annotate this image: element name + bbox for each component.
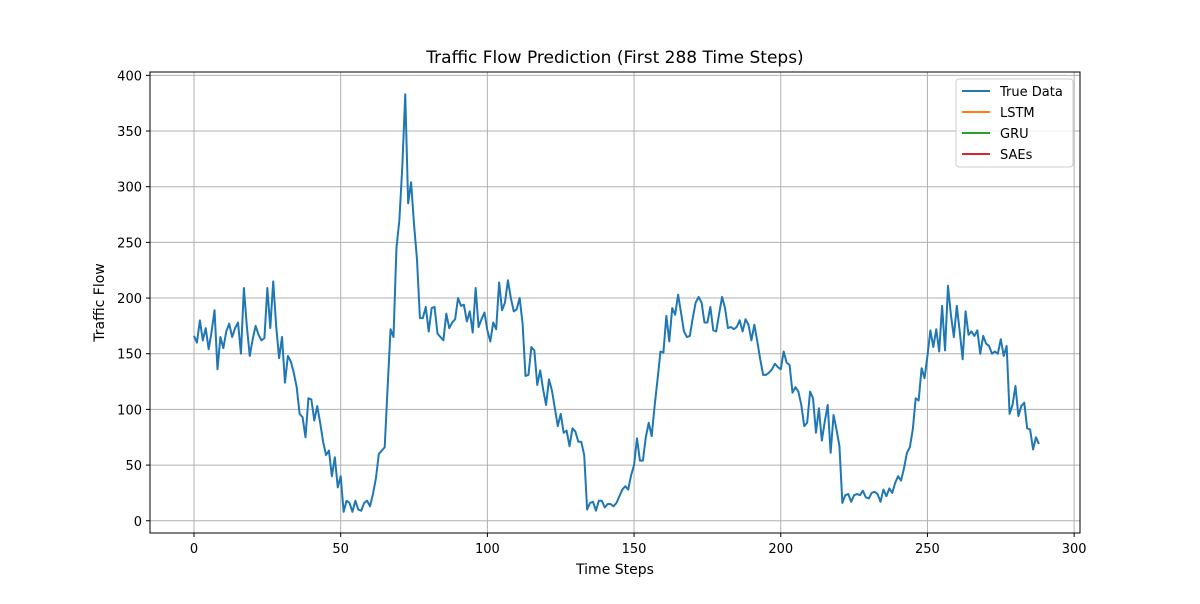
- x-tick-label: 150: [622, 542, 647, 557]
- y-tick-label: 300: [117, 181, 142, 196]
- y-tick-label: 100: [117, 403, 142, 418]
- x-tick-label: 250: [915, 542, 940, 557]
- legend-label: SAEs: [1000, 148, 1033, 163]
- series-layer: [193, 93, 1040, 513]
- x-tick-label: 200: [768, 542, 793, 557]
- grid-layer: [150, 72, 1080, 533]
- x-tick-label: 50: [332, 542, 349, 557]
- y-tick-label: 250: [117, 236, 142, 251]
- y-tick-label: 400: [117, 69, 142, 84]
- y-axis-label: Traffic Flow: [92, 263, 108, 342]
- chart-title: Traffic Flow Prediction (First 288 Time …: [425, 48, 803, 68]
- x-tick-label: 100: [475, 542, 500, 557]
- legend: True Data LSTM GRU SAEs: [955, 78, 1074, 168]
- legend-box: [955, 78, 1074, 168]
- legend-label: True Data: [999, 85, 1063, 100]
- x-tick-label: 300: [1062, 542, 1087, 557]
- y-tick-label: 200: [117, 292, 142, 307]
- y-tick-label: 350: [117, 125, 142, 140]
- plot-area-frame: [149, 71, 1081, 534]
- tick-layer: 0 50 100 150 200 250 300 0 50 100 150 200 250 300 350 4…: [117, 69, 1086, 557]
- legend-label: GRU: [1000, 127, 1029, 142]
- y-tick-label: 0: [134, 515, 142, 530]
- series-line-true-data: [193, 93, 1040, 513]
- x-axis-label: Time Steps: [575, 562, 654, 578]
- legend-label: LSTM: [1000, 106, 1035, 121]
- y-tick-label: 50: [125, 459, 142, 474]
- y-tick-label: 150: [117, 348, 142, 363]
- x-tick-label: 0: [190, 542, 198, 557]
